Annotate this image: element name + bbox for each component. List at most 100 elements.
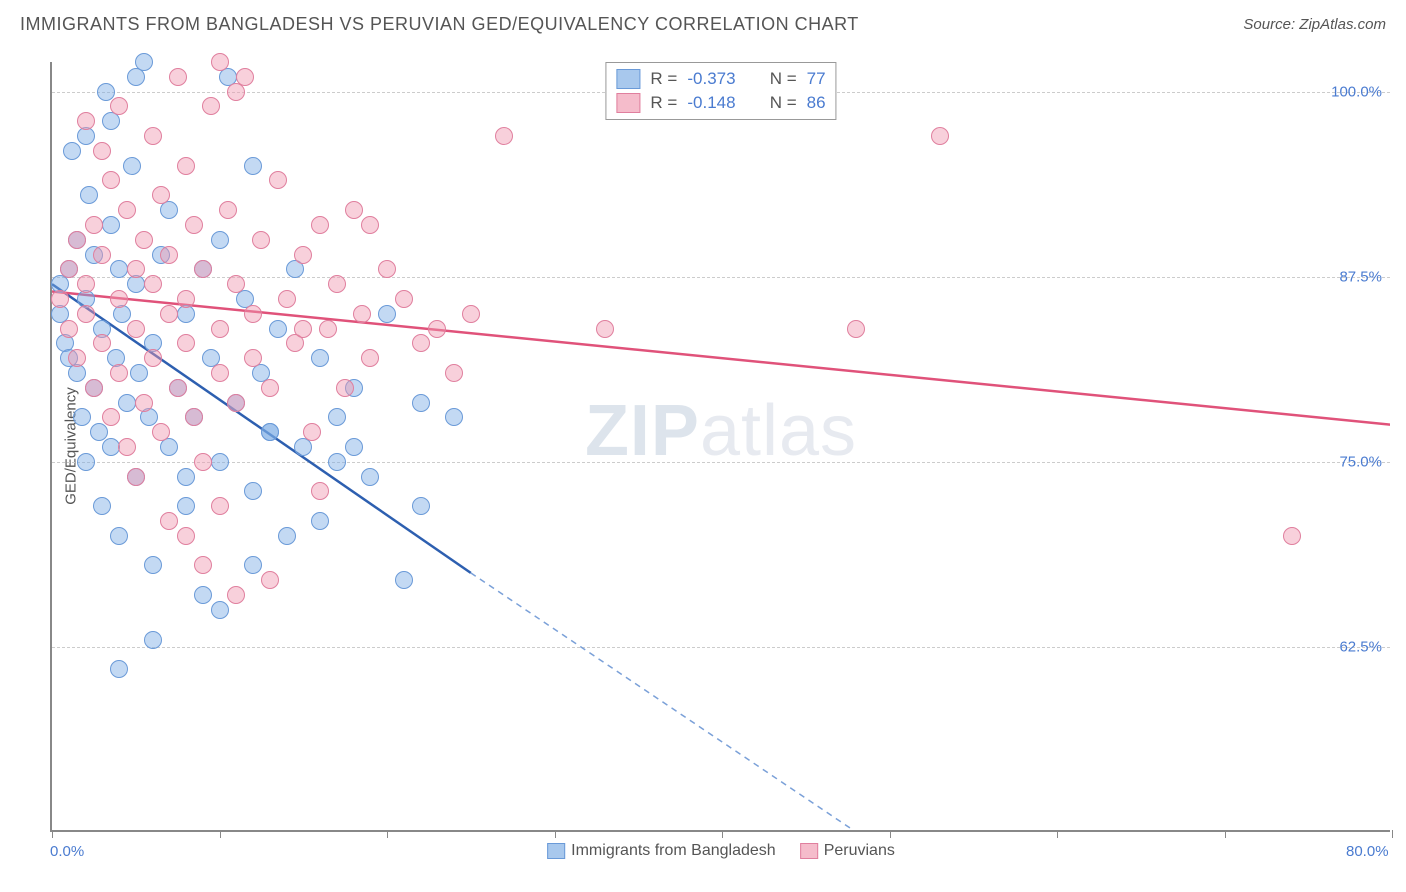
data-point xyxy=(60,260,78,278)
data-point xyxy=(169,379,187,397)
data-point xyxy=(227,394,245,412)
data-point xyxy=(73,408,91,426)
legend-row: R = -0.373 N = 77 xyxy=(616,67,825,91)
y-tick-label: 62.5% xyxy=(1339,638,1382,655)
data-point xyxy=(211,320,229,338)
data-point xyxy=(130,364,148,382)
legend-swatch xyxy=(800,843,818,859)
data-point xyxy=(261,571,279,589)
data-point xyxy=(102,171,120,189)
data-point xyxy=(177,468,195,486)
data-point xyxy=(328,408,346,426)
data-point xyxy=(361,349,379,367)
data-point xyxy=(177,334,195,352)
n-value: 86 xyxy=(807,93,826,113)
gridline xyxy=(52,277,1390,278)
data-point xyxy=(269,171,287,189)
data-point xyxy=(194,260,212,278)
x-tick xyxy=(890,830,891,838)
data-point xyxy=(445,408,463,426)
data-point xyxy=(211,231,229,249)
data-point xyxy=(303,423,321,441)
data-point xyxy=(97,83,115,101)
legend-row: R = -0.148 N = 86 xyxy=(616,91,825,115)
data-point xyxy=(395,571,413,589)
data-point xyxy=(93,246,111,264)
data-point xyxy=(51,290,69,308)
data-point xyxy=(93,334,111,352)
data-point xyxy=(169,68,187,86)
data-point xyxy=(118,394,136,412)
gridline xyxy=(52,647,1390,648)
data-point xyxy=(252,231,270,249)
chart-header: IMMIGRANTS FROM BANGLADESH VS PERUVIAN G… xyxy=(0,0,1406,35)
data-point xyxy=(177,497,195,515)
data-point xyxy=(160,305,178,323)
r-value: -0.373 xyxy=(687,69,735,89)
data-point xyxy=(202,97,220,115)
data-point xyxy=(244,482,262,500)
n-value: 77 xyxy=(807,69,826,89)
data-point xyxy=(110,527,128,545)
data-point xyxy=(60,320,78,338)
data-point xyxy=(336,379,354,397)
data-point xyxy=(144,275,162,293)
legend-item: Immigrants from Bangladesh xyxy=(547,842,776,860)
data-point xyxy=(93,142,111,160)
data-point xyxy=(412,334,430,352)
data-point xyxy=(227,83,245,101)
data-point xyxy=(144,349,162,367)
data-point xyxy=(110,290,128,308)
data-point xyxy=(85,379,103,397)
data-point xyxy=(135,231,153,249)
scatter-chart: ZIPatlas 62.5%75.0%87.5%100.0%0.0%80.0%R… xyxy=(50,62,1390,832)
data-point xyxy=(110,660,128,678)
x-tick xyxy=(52,830,53,838)
data-point xyxy=(152,186,170,204)
legend-swatch xyxy=(616,69,640,89)
data-point xyxy=(412,394,430,412)
legend-swatch xyxy=(616,93,640,113)
legend-swatch xyxy=(547,843,565,859)
data-point xyxy=(1283,527,1301,545)
data-point xyxy=(77,305,95,323)
data-point xyxy=(244,305,262,323)
legend-item: Peruvians xyxy=(800,842,895,860)
legend-label: Peruvians xyxy=(824,842,895,860)
data-point xyxy=(144,556,162,574)
data-point xyxy=(269,320,287,338)
data-point xyxy=(110,364,128,382)
data-point xyxy=(244,349,262,367)
data-point xyxy=(211,364,229,382)
x-tick xyxy=(1392,830,1393,838)
data-point xyxy=(127,320,145,338)
data-point xyxy=(77,112,95,130)
data-point xyxy=(361,216,379,234)
data-point xyxy=(102,438,120,456)
data-point xyxy=(345,201,363,219)
data-point xyxy=(127,468,145,486)
data-point xyxy=(93,497,111,515)
data-point xyxy=(311,482,329,500)
data-point xyxy=(278,290,296,308)
data-point xyxy=(596,320,614,338)
data-point xyxy=(311,216,329,234)
data-point xyxy=(261,379,279,397)
data-point xyxy=(261,423,279,441)
source-citation: Source: ZipAtlas.com xyxy=(1243,16,1386,33)
data-point xyxy=(77,453,95,471)
x-tick xyxy=(722,830,723,838)
correlation-legend: R = -0.373 N = 77R = -0.148 N = 86 xyxy=(605,62,836,120)
data-point xyxy=(328,275,346,293)
series-legend: Immigrants from Bangladesh Peruvians xyxy=(547,842,895,860)
data-point xyxy=(102,408,120,426)
data-point xyxy=(110,97,128,115)
data-point xyxy=(495,127,513,145)
r-value: -0.148 xyxy=(687,93,735,113)
data-point xyxy=(85,216,103,234)
data-point xyxy=(361,468,379,486)
x-tick xyxy=(1225,830,1226,838)
data-point xyxy=(345,438,363,456)
data-point xyxy=(211,601,229,619)
data-point xyxy=(194,453,212,471)
